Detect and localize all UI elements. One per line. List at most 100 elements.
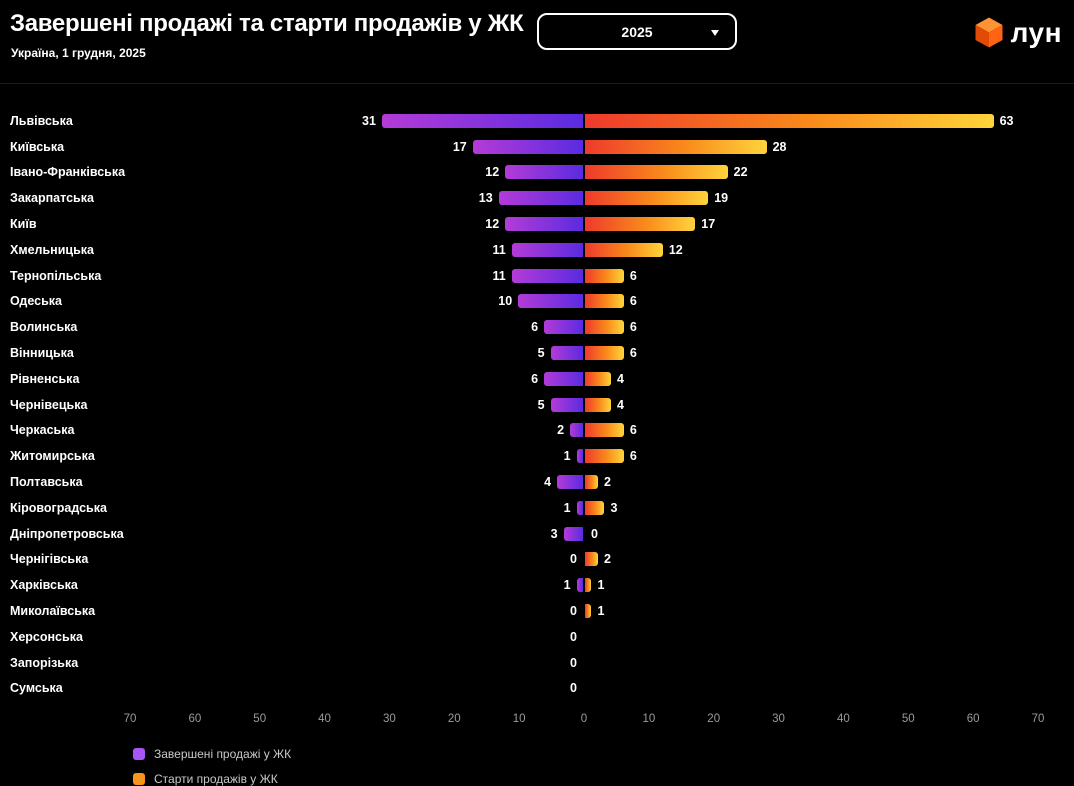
sales-start-bar[interactable] xyxy=(585,217,696,232)
region-label: Тернопільська xyxy=(10,268,102,283)
completed-sales-bar[interactable] xyxy=(550,397,583,412)
chart-row: Полтавська 4 2 xyxy=(10,469,1038,495)
legend-label: Завершені продажі у ЖК xyxy=(154,747,292,762)
sales-start-value: 6 xyxy=(629,320,637,335)
sales-start-bar[interactable] xyxy=(585,371,611,386)
completed-sales-bar[interactable] xyxy=(576,500,583,515)
chart-row: Дніпропетровська 3 0 xyxy=(10,521,1038,547)
sales-start-value: 17 xyxy=(701,217,716,232)
chart-row: Закарпатська 13 19 xyxy=(10,185,1038,211)
chart: Львівська 31 63 Київська 17 28 Івано-Франківсь… xyxy=(10,108,1038,701)
bar-track: 31 63 xyxy=(130,113,1038,128)
axis-tick-label: 40 xyxy=(318,713,331,726)
chart-row: Харківська 1 1 xyxy=(10,572,1038,598)
chart-row: Львівська 31 63 xyxy=(10,108,1038,134)
chart-row: Хмельницька 11 12 xyxy=(10,237,1038,263)
completed-sales-value: 17 xyxy=(452,139,467,154)
sales-start-value: 2 xyxy=(603,552,611,567)
axis-tick-label: 60 xyxy=(966,713,980,726)
sales-start-value: 28 xyxy=(772,139,787,154)
region-label: Запорізька xyxy=(10,655,79,670)
sales-start-bar[interactable] xyxy=(585,165,728,180)
sales-start-bar[interactable] xyxy=(585,294,624,309)
completed-sales-bar[interactable] xyxy=(557,475,583,490)
year-dropdown[interactable]: 2025 xyxy=(537,13,737,50)
sales-start-bar[interactable] xyxy=(585,500,605,515)
region-label: Кіровоградська xyxy=(10,500,107,515)
legend-swatch xyxy=(133,773,145,786)
completed-sales-value: 31 xyxy=(362,113,376,128)
axis-tick-label: 20 xyxy=(707,713,721,726)
completed-sales-bar[interactable] xyxy=(576,578,583,593)
chart-row: Київ 12 17 xyxy=(10,211,1038,237)
completed-sales-bar[interactable] xyxy=(550,346,583,361)
completed-sales-value: 13 xyxy=(478,191,493,206)
bar-track: 11 12 xyxy=(130,242,1038,257)
sales-start-value: 3 xyxy=(610,500,618,515)
region-label: Рівненська xyxy=(10,371,80,386)
completed-sales-bar[interactable] xyxy=(518,294,583,309)
completed-sales-bar[interactable] xyxy=(576,449,583,464)
region-label: Київ xyxy=(10,217,37,232)
sales-start-bar[interactable] xyxy=(585,268,624,283)
region-label: Чернівецька xyxy=(10,397,88,412)
axis-tick-label: 20 xyxy=(447,713,461,726)
sales-start-bar[interactable] xyxy=(585,191,709,206)
sales-start-value: 12 xyxy=(668,242,683,257)
axis-tick-label: 0 xyxy=(580,713,588,726)
region-label: Житомирська xyxy=(10,449,95,464)
completed-sales-bar[interactable] xyxy=(511,242,583,257)
sales-start-bar[interactable] xyxy=(585,113,994,128)
completed-sales-bar[interactable] xyxy=(544,320,583,335)
axis-tick-label: 70 xyxy=(123,713,137,726)
sales-start-bar[interactable] xyxy=(585,604,592,619)
sales-start-bar[interactable] xyxy=(585,423,624,438)
region-label: Київська xyxy=(10,139,65,154)
completed-sales-bar[interactable] xyxy=(381,113,583,128)
sales-start-bar[interactable] xyxy=(585,320,624,335)
bar-track: 0 xyxy=(130,681,1038,695)
completed-sales-bar[interactable] xyxy=(498,191,583,206)
chart-row: Сумська 0 xyxy=(10,676,1038,702)
completed-sales-value: 1 xyxy=(563,578,571,593)
sales-start-bar[interactable] xyxy=(585,139,767,154)
legend-item: Завершені продажі у ЖК xyxy=(133,747,1074,761)
sales-start-bar[interactable] xyxy=(585,397,611,412)
completed-sales-value: 6 xyxy=(531,371,539,386)
page-subtitle: Україна, 1 грудня, 2025 xyxy=(11,46,146,60)
region-label: Дніпропетровська xyxy=(10,526,124,541)
completed-sales-bar[interactable] xyxy=(511,268,583,283)
legend-swatch xyxy=(133,748,145,761)
bar-track: 13 19 xyxy=(130,191,1038,206)
axis-tick-label: 40 xyxy=(837,713,850,726)
sales-start-bar[interactable] xyxy=(585,449,624,464)
legend-label: Старти продажів у ЖК xyxy=(154,772,278,786)
completed-sales-bar[interactable] xyxy=(505,165,583,180)
completed-sales-value: 1 xyxy=(563,500,571,515)
chart-row: Чернігівська 0 2 xyxy=(10,547,1038,573)
legend: Завершені продажі у ЖК Старти продажів у … xyxy=(133,747,1074,786)
chart-row: Одеська 10 6 xyxy=(10,289,1038,315)
completed-sales-bar[interactable] xyxy=(472,139,583,154)
sales-start-bar[interactable] xyxy=(585,346,624,361)
region-label: Волинська xyxy=(10,320,78,335)
sales-start-bar[interactable] xyxy=(585,578,592,593)
sales-start-bar[interactable] xyxy=(585,242,663,257)
completed-sales-bar[interactable] xyxy=(544,371,583,386)
chart-row: Кіровоградська 1 3 xyxy=(10,495,1038,521)
bar-track: 0 xyxy=(130,630,1038,644)
bar-track: 11 6 xyxy=(130,268,1038,283)
completed-sales-bar[interactable] xyxy=(505,217,583,232)
completed-sales-bar[interactable] xyxy=(563,526,583,541)
chart-rows: Львівська 31 63 Київська 17 28 Івано-Франківсь… xyxy=(10,108,1038,701)
sales-start-bar[interactable] xyxy=(585,552,598,567)
year-dropdown-value: 2025 xyxy=(621,23,653,40)
completed-sales-bar[interactable] xyxy=(570,423,583,438)
region-label: Хмельницька xyxy=(10,242,94,257)
region-label: Харківська xyxy=(10,578,78,593)
sales-start-bar[interactable] xyxy=(585,475,598,490)
